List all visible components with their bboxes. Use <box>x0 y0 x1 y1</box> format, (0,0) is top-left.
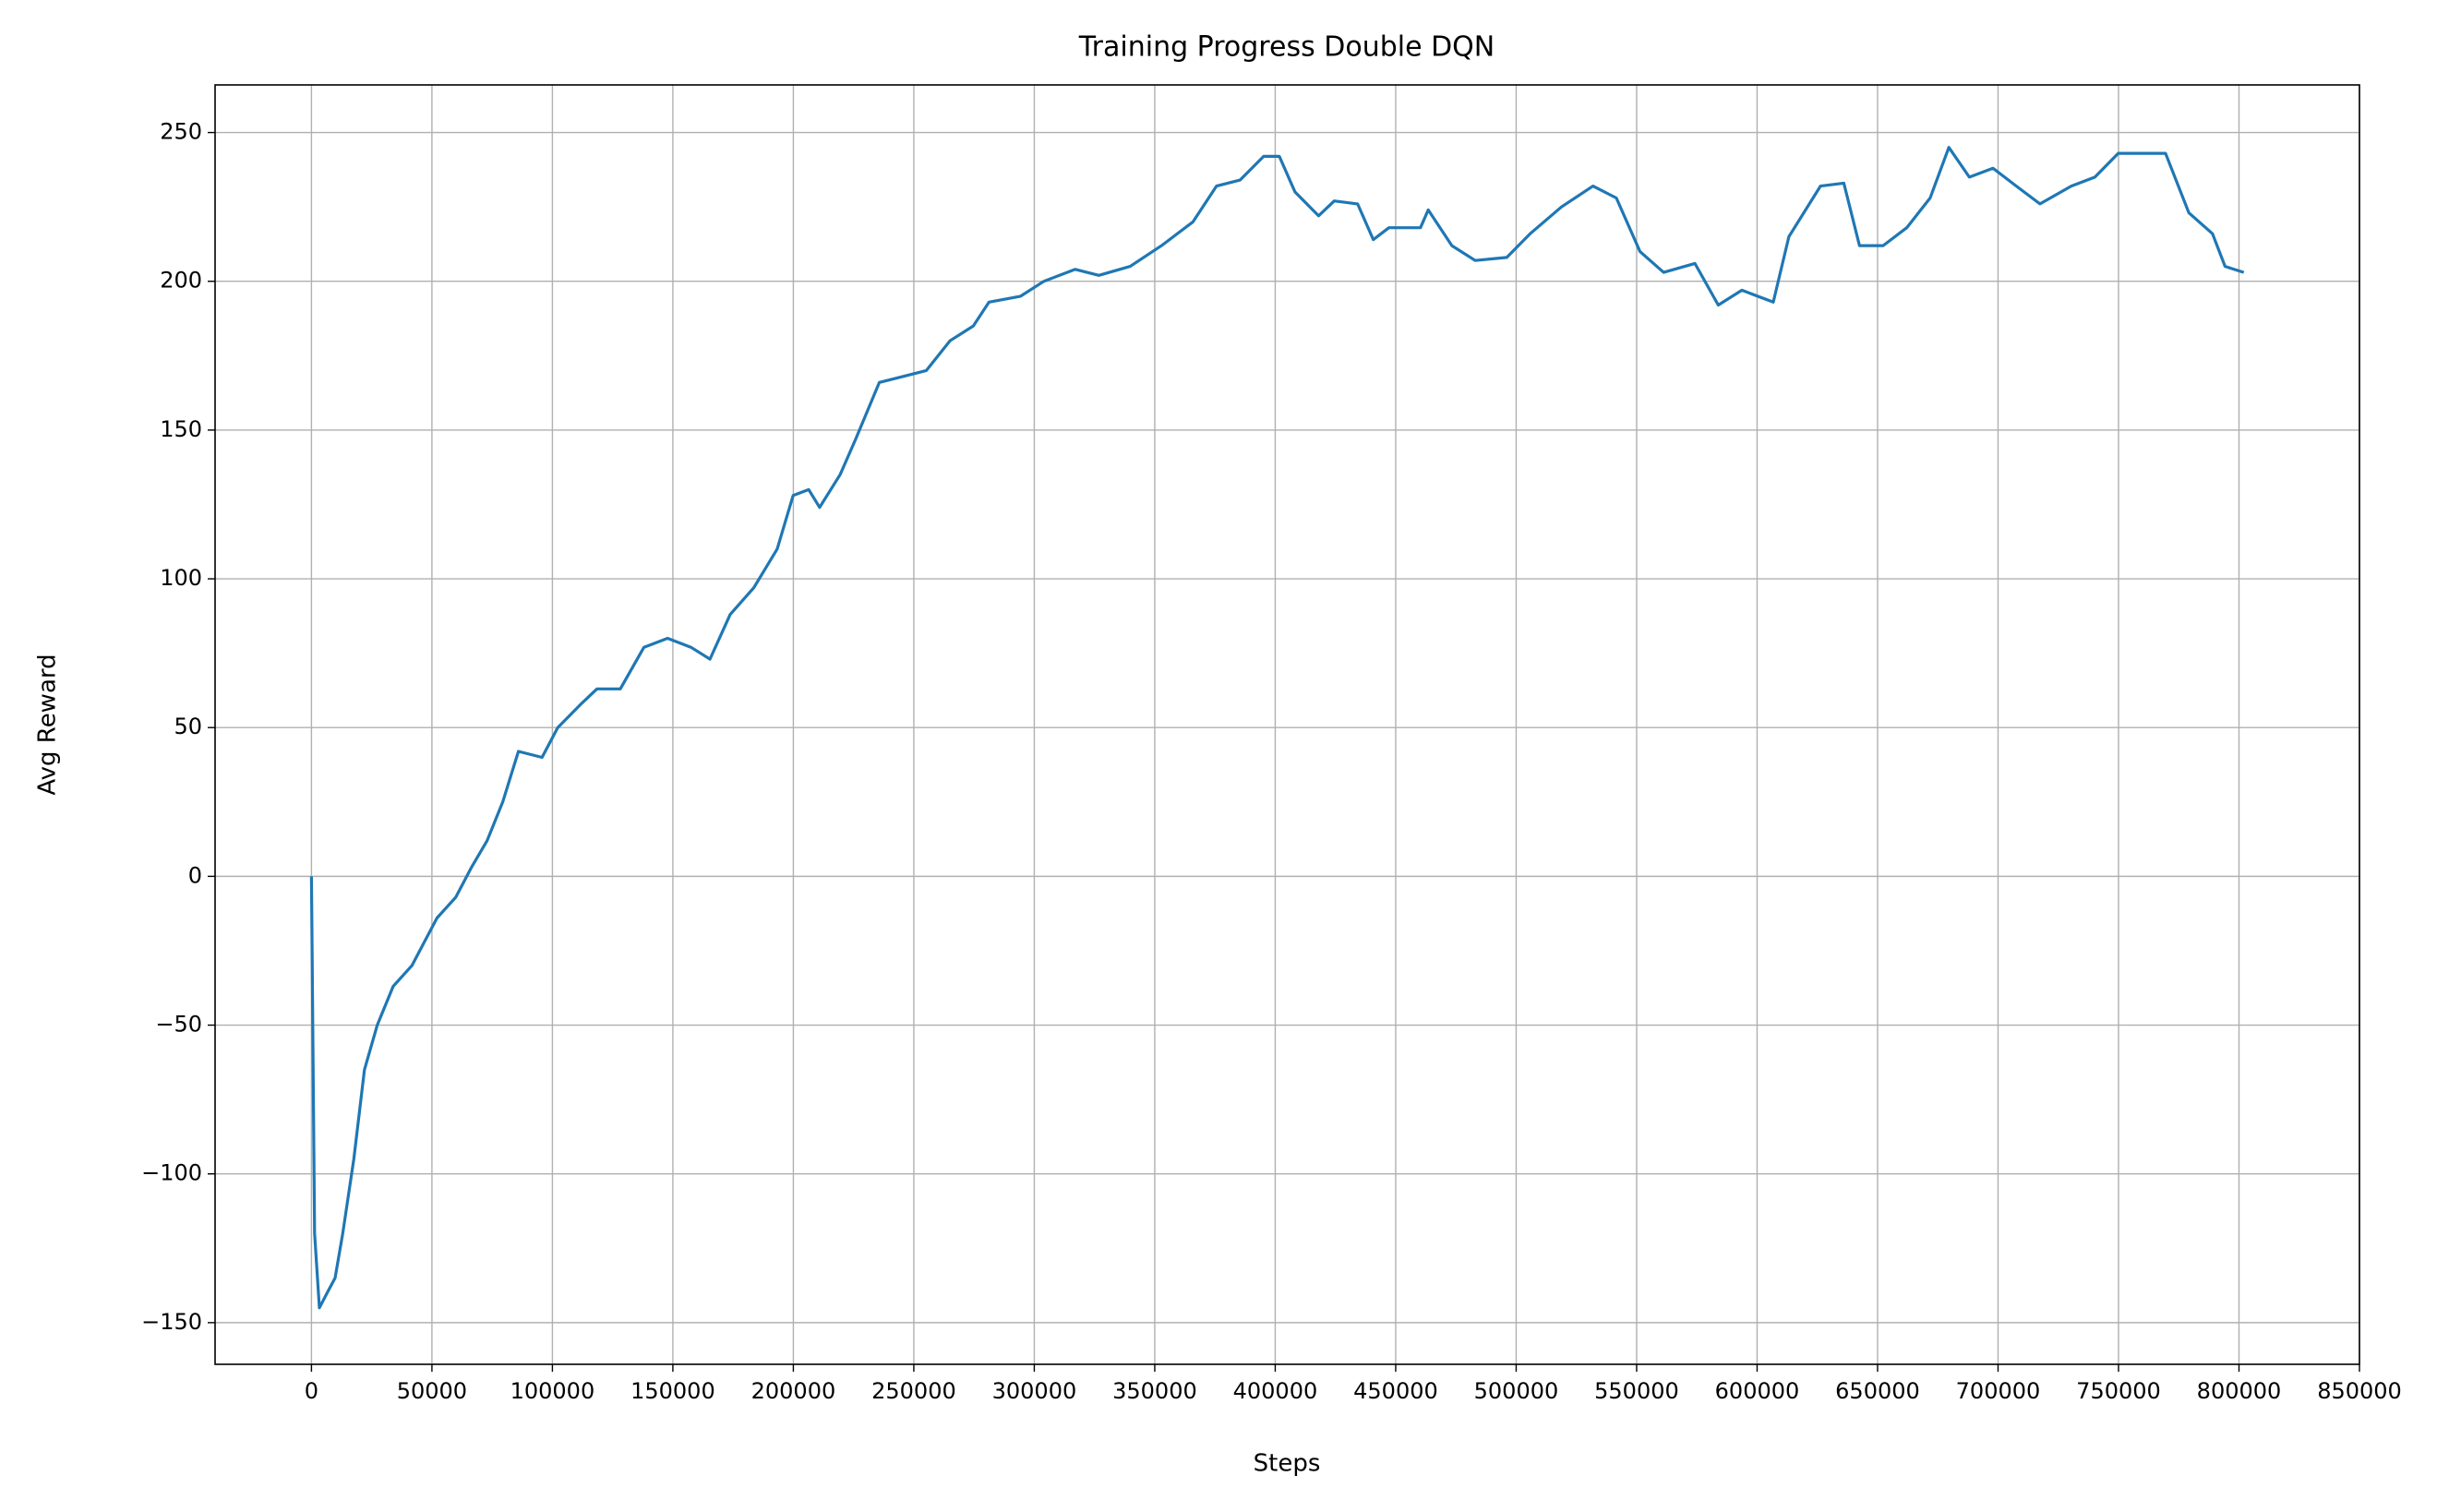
y-tick-label: 250 <box>160 119 202 145</box>
x-tick-label: 150000 <box>630 1378 715 1404</box>
x-tick-label: 500000 <box>1474 1378 1559 1404</box>
y-tick-label: −50 <box>155 1012 202 1038</box>
x-tick-label: 0 <box>305 1378 318 1404</box>
y-tick-label: −100 <box>141 1160 202 1186</box>
y-tick-label: 200 <box>160 268 202 294</box>
y-tick-label: 0 <box>188 862 202 888</box>
y-tick-label: 150 <box>160 416 202 442</box>
x-tick-label: 550000 <box>1594 1378 1679 1404</box>
x-tick-label: 200000 <box>751 1378 836 1404</box>
chart-title: Training Progress Double DQN <box>1078 31 1495 64</box>
x-tick-label: 800000 <box>2197 1378 2282 1404</box>
y-tick-label: 50 <box>174 714 202 739</box>
x-tick-label: 300000 <box>992 1378 1077 1404</box>
data-line <box>309 146 2245 1310</box>
plot-frame <box>214 84 2360 1365</box>
y-tick-label: −150 <box>141 1309 202 1335</box>
x-tick-label: 250000 <box>871 1378 956 1404</box>
x-axis-label: Steps <box>1254 1450 1321 1478</box>
x-tick-label: 350000 <box>1112 1378 1197 1404</box>
x-tick-label: 750000 <box>2076 1378 2161 1404</box>
y-axis-label: Avg Reward <box>34 654 62 795</box>
x-tick-label: 600000 <box>1715 1378 1800 1404</box>
x-tick-label: 50000 <box>397 1378 467 1404</box>
x-tick-label: 400000 <box>1233 1378 1318 1404</box>
x-tick-label: 700000 <box>1956 1378 2041 1404</box>
x-tick-label: 650000 <box>1835 1378 1920 1404</box>
y-tick-label: 100 <box>160 565 202 591</box>
x-tick-label: 850000 <box>2317 1378 2402 1404</box>
x-tick-label: 100000 <box>510 1378 595 1404</box>
x-tick-label: 450000 <box>1353 1378 1438 1404</box>
